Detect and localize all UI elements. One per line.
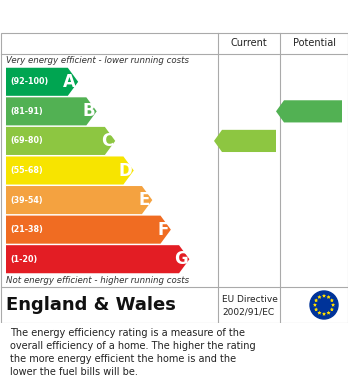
- Polygon shape: [330, 307, 334, 311]
- Text: The energy efficiency rating is a measure of the
overall efficiency of a home. T: The energy efficiency rating is a measur…: [10, 328, 256, 377]
- Text: Potential: Potential: [293, 38, 335, 48]
- Polygon shape: [326, 311, 331, 315]
- Polygon shape: [313, 303, 317, 307]
- Polygon shape: [6, 215, 171, 244]
- Text: Energy Efficiency Rating: Energy Efficiency Rating: [10, 9, 232, 23]
- Text: D: D: [118, 161, 132, 179]
- Text: Very energy efficient - lower running costs: Very energy efficient - lower running co…: [6, 56, 189, 65]
- Polygon shape: [6, 245, 189, 273]
- Polygon shape: [6, 156, 134, 185]
- Polygon shape: [322, 294, 326, 298]
- Text: F: F: [158, 221, 169, 239]
- Polygon shape: [330, 298, 334, 302]
- Text: (55-68): (55-68): [10, 166, 43, 175]
- Polygon shape: [6, 127, 115, 155]
- Text: (39-54): (39-54): [10, 196, 42, 204]
- Polygon shape: [326, 295, 331, 299]
- Text: Current: Current: [231, 38, 267, 48]
- Polygon shape: [331, 303, 335, 307]
- Polygon shape: [317, 295, 322, 299]
- Text: A: A: [63, 73, 76, 91]
- Polygon shape: [322, 312, 326, 316]
- Text: (1-20): (1-20): [10, 255, 37, 264]
- Text: Not energy efficient - higher running costs: Not energy efficient - higher running co…: [6, 276, 189, 285]
- Text: (69-80): (69-80): [10, 136, 43, 145]
- Polygon shape: [6, 68, 78, 96]
- Text: E: E: [139, 191, 150, 209]
- Polygon shape: [6, 186, 152, 214]
- Polygon shape: [276, 100, 342, 122]
- Polygon shape: [314, 307, 318, 311]
- Polygon shape: [214, 130, 276, 152]
- Text: 84: 84: [302, 104, 324, 119]
- Text: B: B: [82, 102, 95, 120]
- Text: England & Wales: England & Wales: [6, 296, 176, 314]
- Polygon shape: [317, 311, 322, 315]
- Text: (21-38): (21-38): [10, 225, 43, 234]
- Text: C: C: [101, 132, 113, 150]
- Text: G: G: [174, 250, 187, 268]
- Text: EU Directive: EU Directive: [222, 295, 278, 304]
- Polygon shape: [314, 298, 318, 302]
- Text: (81-91): (81-91): [10, 107, 43, 116]
- Polygon shape: [6, 97, 97, 126]
- Circle shape: [310, 291, 338, 319]
- Text: 2002/91/EC: 2002/91/EC: [222, 308, 274, 317]
- Text: (92-100): (92-100): [10, 77, 48, 86]
- Text: 69: 69: [238, 133, 260, 149]
